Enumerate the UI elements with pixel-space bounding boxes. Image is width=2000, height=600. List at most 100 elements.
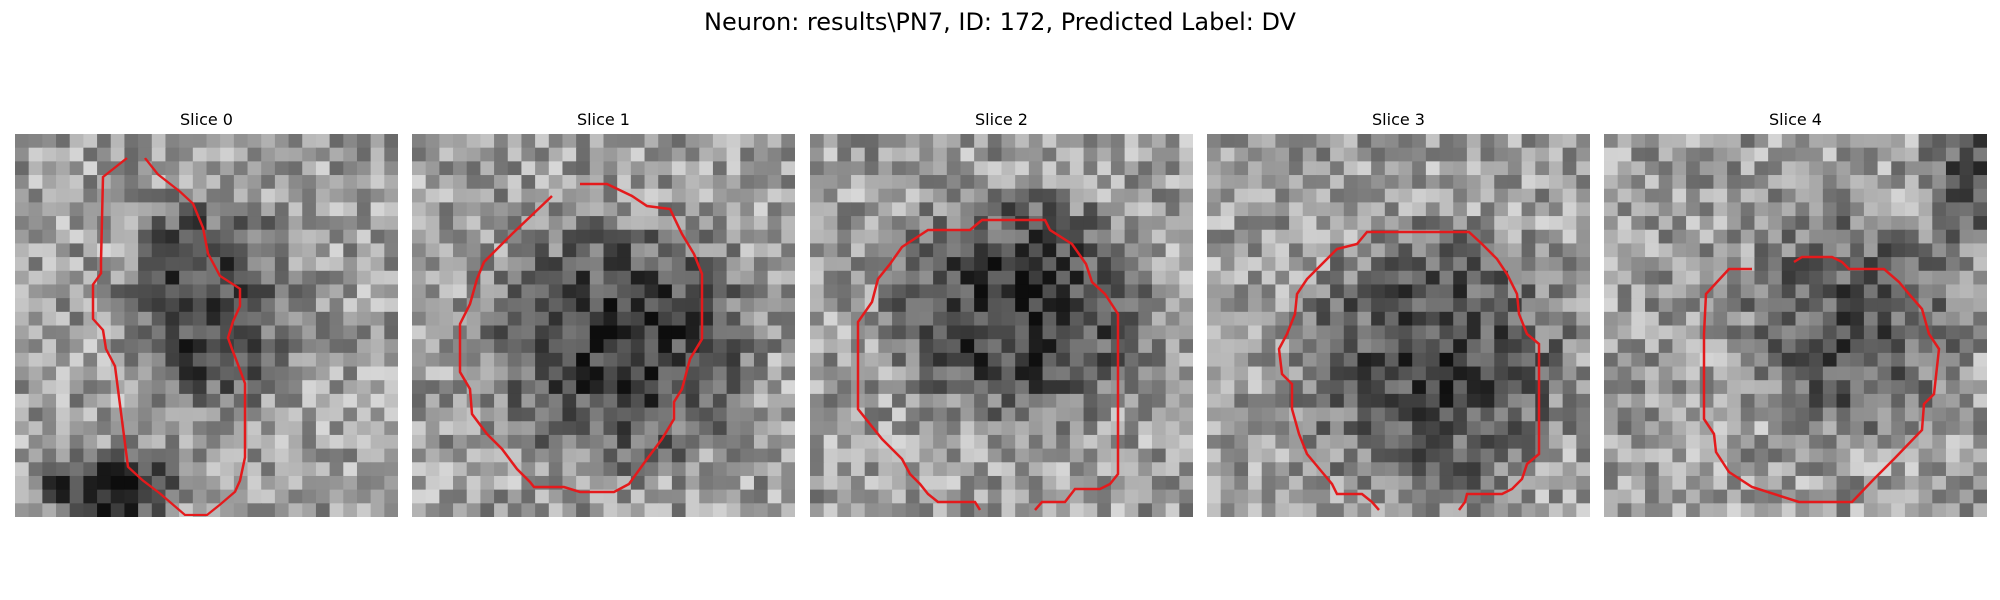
image-pixel (1781, 407, 1797, 422)
image-pixel (1973, 243, 1987, 258)
image-pixel (439, 325, 454, 340)
image-pixel (1822, 448, 1838, 463)
image-pixel (1097, 175, 1112, 190)
image-pixel (1768, 421, 1783, 436)
image-pixel (1945, 161, 1961, 176)
image-pixel (1398, 352, 1413, 368)
image-pixel (1631, 407, 1646, 422)
image-pixel (165, 407, 180, 422)
image-pixel (1631, 284, 1646, 299)
image-pixel (726, 448, 741, 463)
image-pixel (1795, 475, 1810, 491)
image-pixel (412, 421, 427, 436)
image-pixel (1768, 352, 1783, 368)
image-pixel (288, 147, 303, 162)
image-pixel (1234, 216, 1249, 231)
image-pixel (480, 243, 495, 258)
image-pixel (1480, 270, 1495, 286)
image-pixel (1289, 489, 1304, 504)
image-pixel (1398, 202, 1413, 217)
image-pixel (1727, 421, 1742, 436)
image-pixel (1453, 407, 1468, 422)
image-pixel (1412, 393, 1427, 409)
image-pixel (1891, 284, 1906, 299)
image-pixel (685, 434, 700, 450)
image-pixel (1754, 284, 1769, 299)
image-pixel (712, 339, 728, 354)
image-pixel (864, 311, 879, 327)
image-pixel (960, 175, 975, 190)
image-pixel (589, 188, 605, 203)
image-pixel (933, 421, 948, 436)
image-pixel (919, 311, 934, 327)
image-pixel (1863, 352, 1879, 368)
image-pixel (1973, 188, 1987, 203)
image-pixel (83, 489, 98, 504)
image-pixel (274, 448, 290, 463)
image-pixel (905, 229, 921, 245)
image-pixel (1658, 175, 1673, 190)
image-pixel (548, 188, 564, 203)
image-pixel (165, 448, 180, 463)
image-pixel (1877, 284, 1892, 299)
image-pixel (1686, 298, 1701, 313)
image-pixel (1904, 229, 1920, 245)
image-pixel (1343, 311, 1359, 327)
image-pixel (712, 407, 728, 422)
image-pixel (1645, 257, 1660, 272)
image-pixel (302, 448, 317, 463)
image-pixel (1795, 188, 1810, 203)
image-pixel (1891, 243, 1906, 258)
image-pixel (274, 229, 290, 245)
image-pixel (1822, 366, 1838, 381)
image-pixel (1686, 393, 1701, 409)
image-pixel (165, 298, 180, 313)
image-pixel (1398, 243, 1413, 258)
image-pixel (1768, 216, 1783, 231)
image-pixel (1521, 503, 1536, 517)
image-pixel (1686, 475, 1701, 491)
image-pixel (726, 216, 741, 231)
image-pixel (1672, 298, 1687, 313)
image-pixel (1521, 366, 1536, 381)
image-pixel (1439, 311, 1454, 327)
image-pixel (919, 366, 934, 381)
image-pixel (1302, 462, 1318, 477)
image-pixel (1494, 352, 1509, 368)
image-pixel (1521, 352, 1536, 368)
image-pixel (535, 243, 550, 258)
image-pixel (138, 216, 153, 231)
image-pixel (97, 434, 112, 450)
image-pixel (97, 311, 112, 327)
image-pixel (1138, 503, 1153, 517)
image-pixel (1645, 325, 1660, 340)
image-pixel (370, 243, 385, 258)
image-pixel (1809, 339, 1824, 354)
image-pixel (179, 243, 194, 258)
image-pixel (288, 257, 303, 272)
image-pixel (453, 489, 468, 504)
image-pixel (1645, 393, 1660, 409)
image-pixel (1138, 147, 1153, 162)
image-pixel (753, 311, 769, 327)
image-pixel (644, 462, 659, 477)
image-pixel (384, 311, 398, 327)
image-pixel (124, 270, 139, 286)
image-pixel (1973, 380, 1987, 395)
image-pixel (124, 257, 139, 272)
image-pixel (699, 147, 714, 162)
image-pixel (56, 352, 71, 368)
image-pixel (1357, 503, 1372, 517)
image-pixel (494, 202, 509, 217)
image-pixel (1028, 421, 1044, 436)
image-pixel (233, 489, 249, 504)
image-pixel (919, 434, 934, 450)
image-pixel (1548, 229, 1564, 245)
image-pixel (384, 270, 398, 286)
image-pixel (919, 243, 934, 258)
image-pixel (1548, 284, 1564, 299)
image-pixel (699, 188, 714, 203)
image-pixel (933, 339, 948, 354)
image-pixel (356, 229, 372, 245)
image-pixel (892, 352, 907, 368)
